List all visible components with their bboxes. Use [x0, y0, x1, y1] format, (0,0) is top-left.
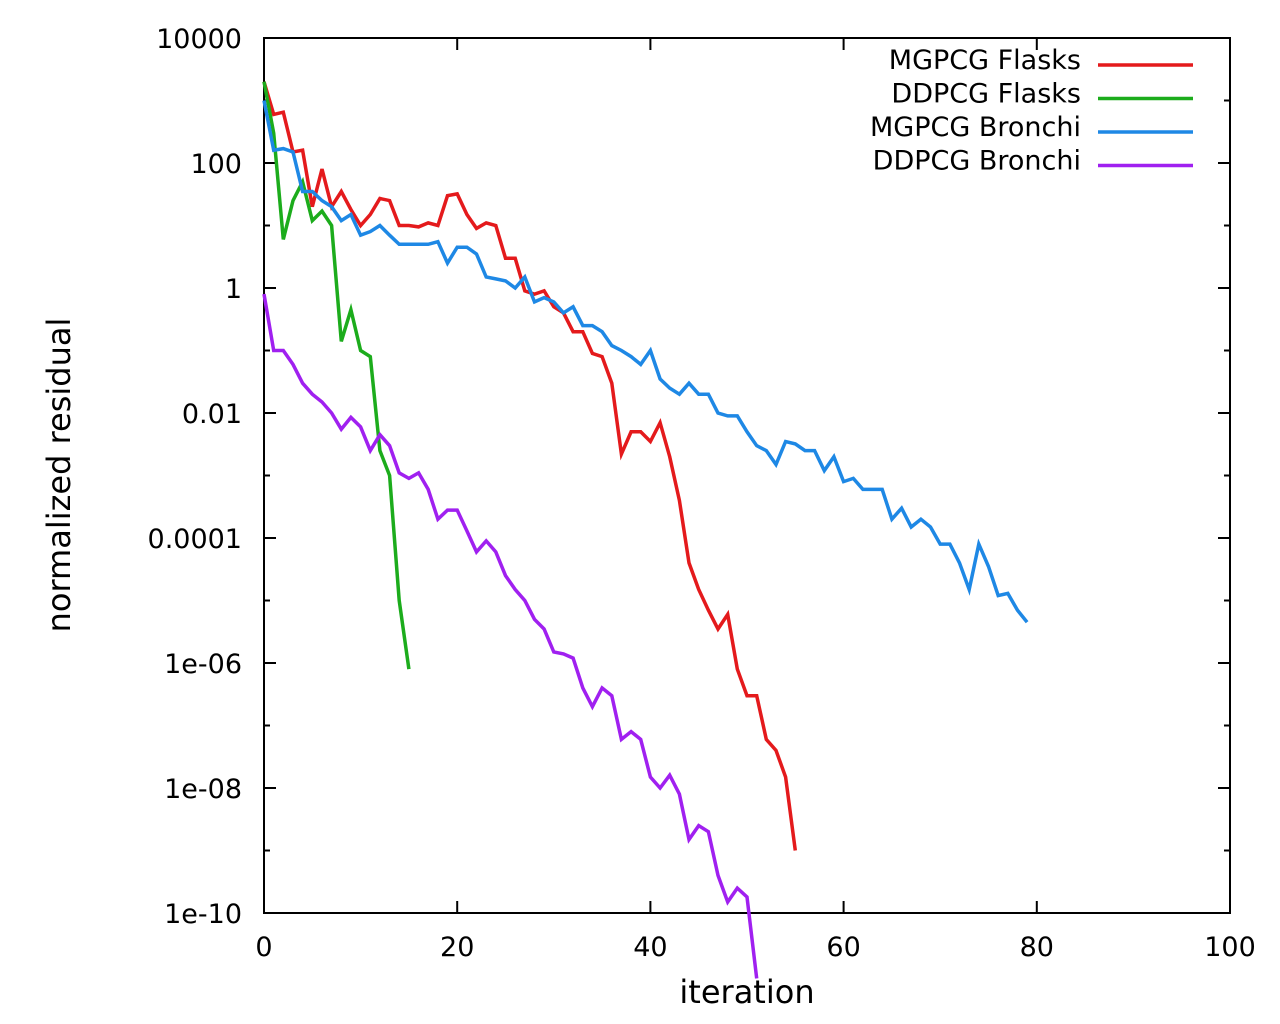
plot-frame [263, 37, 1231, 914]
x-tick-label: 40 [633, 932, 667, 963]
x-tick-label: 60 [826, 932, 860, 963]
legend-label-ddpcg-flasks: DDPCG Flasks [891, 79, 1081, 110]
y-tick-label: 1e-06 [164, 649, 242, 680]
axis-ticks [264, 38, 1230, 913]
series-line-ddpcg-flasks [262, 81, 411, 670]
x-tick-label: 20 [440, 932, 474, 963]
y-tick-label: 100 [190, 149, 242, 180]
y-tick-label: 1e-10 [164, 899, 242, 930]
y-tick-label: 1 [225, 274, 242, 305]
y-tick-label: 0.01 [182, 399, 242, 430]
x-tick-label: 0 [255, 932, 272, 963]
y-tick-label: 0.0001 [148, 524, 242, 555]
series-lines [262, 81, 1029, 979]
y-axis-title: normalized residual [40, 318, 78, 633]
series-line-mgpcg-flasks [262, 81, 798, 851]
legend-label-mgpcg-flasks: MGPCG Flasks [889, 45, 1081, 76]
legend-label-mgpcg-bronchi: MGPCG Bronchi [870, 112, 1081, 143]
axis-tick-labels: 0 20 40 60 80 100 1e-10 1e-08 1e-06 0.0001 0.01 1 10… [148, 24, 1256, 963]
legend-label-ddpcg-bronchi: DDPCG Bronchi [873, 146, 1081, 177]
series-line-ddpcg-bronchi [262, 293, 759, 979]
series-line-mgpcg-bronchi [262, 100, 1029, 624]
x-tick-label: 100 [1204, 932, 1256, 963]
y-tick-label: 10000 [156, 24, 242, 55]
x-tick-label: 80 [1020, 932, 1054, 963]
y-tick-label: 1e-08 [164, 774, 242, 805]
x-axis-title: iteration [679, 973, 814, 1011]
